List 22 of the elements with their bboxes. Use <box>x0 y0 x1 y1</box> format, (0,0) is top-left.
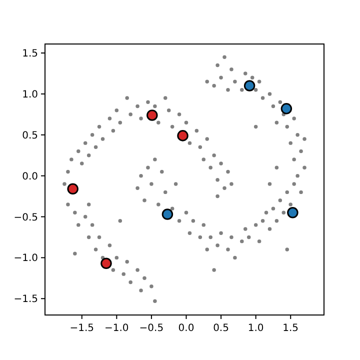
point <box>244 80 256 92</box>
point <box>146 110 158 121</box>
point <box>162 208 174 220</box>
x-tick-label: −1.0 <box>104 323 129 334</box>
y-tick-label: 0.5 <box>22 130 38 142</box>
y-tick-label: −1.0 <box>14 253 38 264</box>
y-tick-label: −1.5 <box>14 294 38 306</box>
x-tick-label: −0.5 <box>139 323 164 334</box>
y-tick-label: 1.5 <box>22 48 38 60</box>
x-tick-label: 0.5 <box>213 323 229 334</box>
point <box>177 130 188 142</box>
x-tick-label: 0.0 <box>178 323 194 334</box>
point <box>287 207 298 218</box>
point <box>67 183 78 195</box>
y-tick-label: 1.0 <box>22 89 38 100</box>
point <box>100 258 112 270</box>
point <box>280 103 292 114</box>
y-tick-label: −0.5 <box>14 212 38 224</box>
x-tick-label: −1.5 <box>70 323 94 334</box>
x-tick-label: 1.0 <box>248 323 264 334</box>
y-tick-label: 0.0 <box>22 171 38 182</box>
x-tick-label: 1.5 <box>282 323 299 334</box>
